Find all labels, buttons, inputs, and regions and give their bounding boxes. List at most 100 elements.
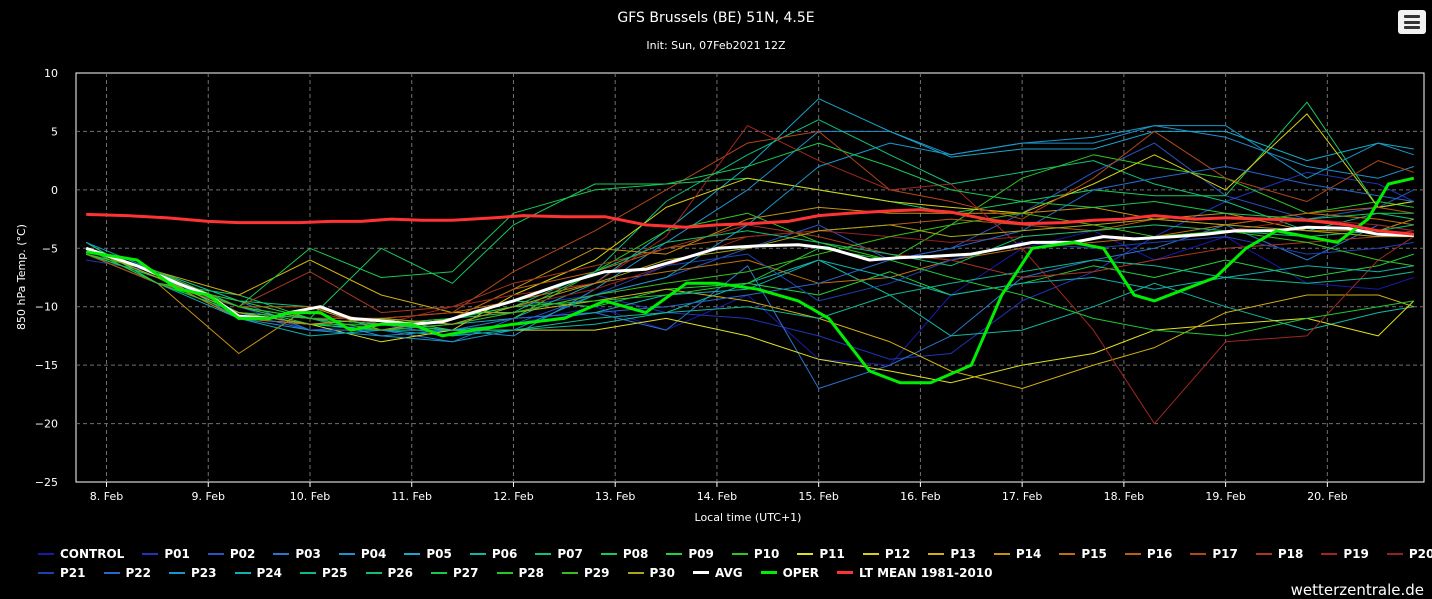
legend-item[interactable]: P19 [1321,547,1369,561]
legend-item[interactable]: P16 [1124,547,1172,561]
legend-item[interactable]: P29 [562,566,610,580]
legend-line-icon [600,552,617,555]
y-axis-ticks: 10 5 0 −5 −10 −15 −20 −25 [35,67,58,489]
legend-line-icon [993,552,1010,555]
legend-item[interactable]: P07 [535,547,583,561]
y-tick-label: −10 [35,301,58,314]
legend-item[interactable]: P28 [496,565,545,580]
legend-item[interactable]: P15 [1059,547,1107,561]
legend-line-icon [496,571,513,574]
legend-item[interactable]: LT MEAN 1981-2010 [837,566,993,580]
legend-item[interactable]: P08 [600,546,649,561]
legend-label: P22 [125,565,152,580]
x-tick-label: 18. Feb [1104,490,1144,503]
y-tick-label: −25 [35,476,58,489]
legend-label: P20 [1408,546,1432,561]
chart-title: GFS Brussels (BE) 51N, 4.5E [617,10,815,26]
legend-item[interactable]: P26 [365,565,414,580]
legend-item[interactable]: P23 [169,566,217,580]
legend-label: P29 [584,565,610,580]
legend-label: P12 [884,546,911,561]
legend-label: P06 [491,546,518,561]
legend-item[interactable]: P21 [38,566,86,580]
series-line-lt-mean-1981-2010 [86,208,1414,236]
legend-label: P03 [295,546,321,561]
series-line-p14 [86,206,1414,354]
series-line-oper [85,176,1415,385]
legend-line-icon [562,571,578,574]
legend-item[interactable]: P13 [928,547,976,561]
legend-item[interactable]: P27 [431,566,479,580]
legend-line-icon [862,552,879,555]
legend-label: P17 [1212,546,1238,561]
legend-item[interactable]: P01 [142,547,190,561]
legend-label: P04 [360,546,387,561]
legend-item[interactable]: P18 [1255,547,1303,561]
series-line-p26 [86,224,1414,325]
x-tick-label: 19. Feb [1205,490,1245,503]
x-tick-label: 20. Feb [1307,490,1347,503]
legend-label: P05 [426,546,452,561]
series-line-p23 [86,125,1414,343]
legend-line-icon [1386,552,1403,555]
legend-line-icon [928,552,945,555]
legend-label: P02 [229,546,256,561]
legend-line-icon [38,552,54,555]
legend-line-icon [234,571,251,574]
x-tick-label: 12. Feb [493,490,533,503]
legend-line-icon [300,571,316,574]
legend-label: P08 [622,546,649,561]
x-tick-label: 10. Feb [290,490,330,503]
legend-line-icon [1190,552,1207,555]
legend-item[interactable]: P10 [731,547,779,561]
legend-line-icon [1255,552,1272,555]
y-tick-label: −5 [42,242,58,255]
legend-line-icon [365,571,382,574]
legend-label: P28 [518,565,545,580]
plot-area [75,72,1425,483]
legend-item[interactable]: P30 [627,565,676,580]
y-axis-label: 850 hPa Temp. (°C) [15,224,28,330]
hamburger-icon[interactable] [1398,10,1426,34]
legend-item[interactable]: P17 [1190,547,1238,561]
x-tick-label: 8. Feb [90,490,123,503]
legend-item[interactable]: P11 [797,547,845,561]
series-line-p30 [86,218,1414,325]
x-tick-label: 16. Feb [900,490,940,503]
legend-line-icon [1321,552,1338,555]
x-tick-label: 15. Feb [798,490,838,503]
watermark: wetterzentrale.de [1290,581,1424,599]
series-line-p13 [86,253,1414,389]
legend-item[interactable]: P06 [469,546,518,561]
legend-item[interactable]: P02 [207,546,256,561]
legend-item[interactable]: P09 [666,547,714,561]
legend-item[interactable]: OPER [760,566,819,580]
legend-line-icon [535,552,552,555]
legend-line-icon [103,571,120,574]
legend-item[interactable]: P14 [993,547,1041,561]
legend-item[interactable]: AVG [693,566,743,580]
legend-item[interactable]: CONTROL [38,547,124,561]
line-chart: 10 5 0 −5 −10 −15 −20 −25 8. Feb 9. Feb 10. Feb 11… [15,67,1425,524]
legend-line-icon [338,552,355,555]
series-line-avg [85,225,1414,326]
legend-item[interactable]: P25 [300,566,348,580]
series-line-p11 [86,247,1415,384]
legend-item[interactable]: P03 [273,547,321,561]
legend-item[interactable]: P20 [1386,546,1432,561]
legend-item[interactable]: P24 [234,566,282,580]
legend-label: P30 [649,565,676,580]
legend-label: P26 [387,565,414,580]
legend-label: P25 [322,565,348,580]
legend-item[interactable]: P12 [862,546,911,561]
legend-label: P11 [819,546,845,561]
legend-item[interactable]: P22 [103,565,152,580]
legend-line-icon [38,571,54,574]
chart-subtitle: Init: Sun, 07Feb2021 12Z [646,39,786,52]
legend-line-icon [731,552,748,555]
legend-item[interactable]: P04 [338,546,387,561]
y-tick-label: 5 [51,125,58,138]
legend-item[interactable]: P05 [404,547,452,561]
legend-line-icon [207,552,224,555]
legend-label: P27 [453,565,479,580]
